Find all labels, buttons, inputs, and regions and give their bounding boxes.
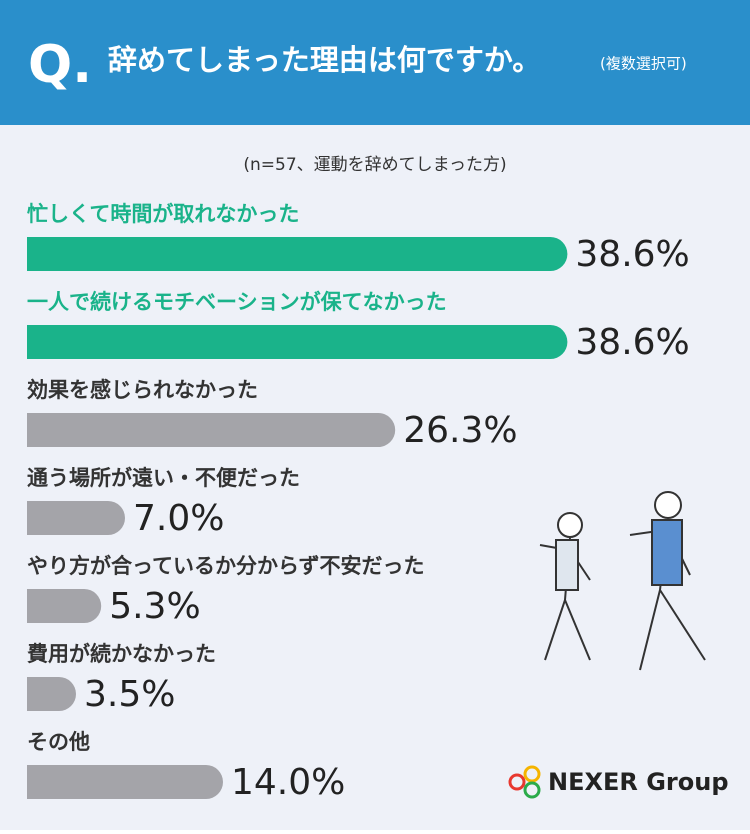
value-label: 38.6% [575,234,689,275]
category-label: その他 [27,730,90,754]
category-label: 一人で続けるモチベーションが保てなかった [27,290,447,314]
category-label: 効果を感じられなかった [27,378,258,402]
bar [27,765,223,799]
bar [27,237,568,271]
header-band [0,0,750,125]
bar-base [27,765,44,799]
bar [27,589,102,623]
value-label: 14.0% [231,762,345,803]
bar-base [27,325,44,359]
runners-illustration [539,491,706,671]
bar-base [27,589,44,623]
bar-base [27,501,44,535]
q-mark: Q. [28,35,92,95]
bar-base [27,413,44,447]
value-label: 5.3% [109,586,200,627]
bar [27,501,125,535]
category-label: 忙しくて時間が取れなかった [27,202,299,226]
value-label: 38.6% [575,322,689,363]
bar-base [27,677,44,711]
title: 辞めてしまった理由は何ですか。 [108,43,541,77]
bar-base [27,237,44,271]
value-label: 26.3% [403,410,517,451]
title-note: (複数選択可) [600,55,687,73]
category-label: 通う場所が遠い・不便だった [27,466,300,490]
logo-text: NEXER Group [548,768,729,796]
category-label: やり方が合っているか分からず不安だった [27,554,425,578]
value-label: 7.0% [133,498,224,539]
logo: NEXER Group [508,765,729,799]
bar [27,325,568,359]
subtitle: (n=57、運動を辞めてしまった方) [243,155,506,175]
bar [27,413,396,447]
category-label: 費用が続かなかった [27,642,216,666]
value-label: 3.5% [84,674,175,715]
